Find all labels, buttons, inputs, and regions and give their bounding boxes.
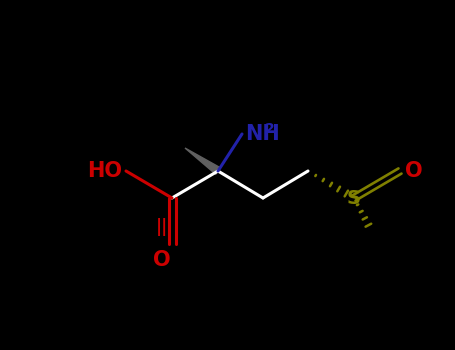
Text: HO: HO [87, 161, 122, 181]
Text: 2: 2 [265, 122, 275, 136]
Text: O: O [153, 250, 171, 270]
Polygon shape [185, 148, 220, 174]
Text: O: O [405, 161, 423, 181]
Text: NH: NH [245, 124, 280, 144]
Text: S: S [347, 189, 361, 208]
Text: ||: || [156, 218, 168, 236]
